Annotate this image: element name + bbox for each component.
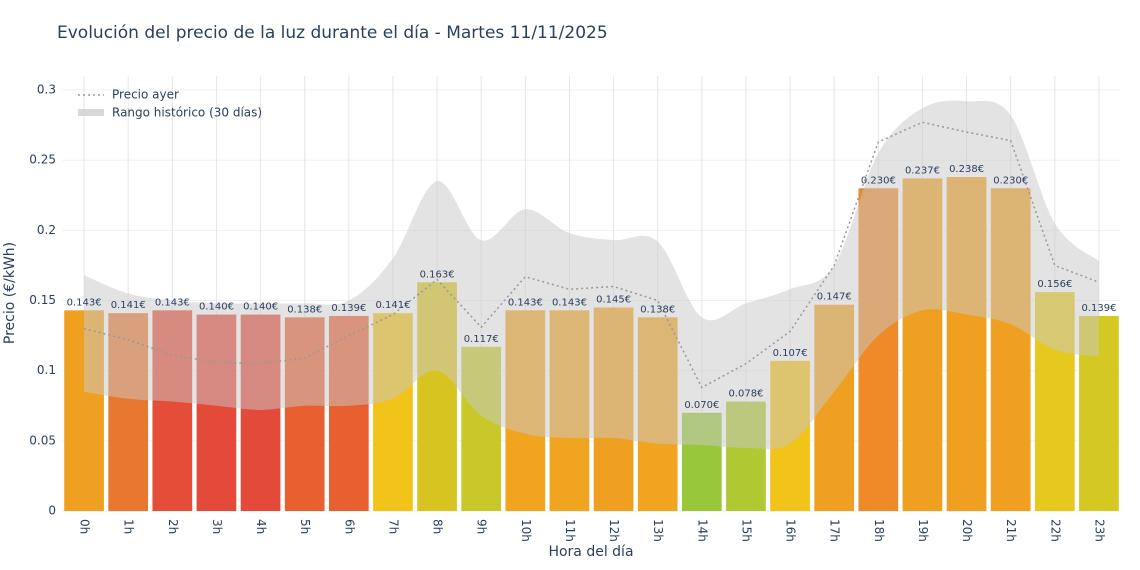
value-label: 0.138€	[287, 304, 322, 315]
legend-label: Rango histórico (30 días)	[112, 106, 262, 120]
value-label: 0.237€	[905, 165, 940, 176]
x-tick-label: 14h	[695, 519, 709, 542]
x-tick-label: 10h	[519, 519, 533, 542]
x-tick-label: 1h	[122, 519, 136, 534]
value-label: 0.070€	[684, 400, 719, 411]
y-tick-label: 0.05	[29, 433, 56, 447]
x-tick-label: 7h	[386, 519, 400, 534]
value-label: 0.117€	[464, 334, 499, 345]
historical-range	[84, 100, 1099, 450]
x-tick-label: 6h	[342, 519, 356, 534]
value-label: 0.143€	[552, 297, 587, 308]
x-tick-label: 5h	[298, 519, 312, 534]
y-axis-title: Precio (€/kWh)	[2, 242, 18, 344]
x-tick-label: 20h	[960, 519, 974, 542]
x-tick-label: 16h	[784, 519, 798, 542]
x-tick-label: 11h	[563, 519, 577, 542]
y-tick-label: 0.25	[29, 153, 56, 167]
y-tick-label: 0.2	[37, 223, 56, 237]
value-label: 0.078€	[728, 389, 763, 400]
value-label: 0.230€	[861, 175, 896, 186]
x-tick-label: 4h	[254, 519, 268, 534]
chart-title: Evolución del precio de la luz durante e…	[57, 23, 608, 43]
x-tick-label: 22h	[1048, 519, 1062, 542]
x-tick-label: 2h	[166, 519, 180, 534]
value-label: 0.163€	[420, 269, 455, 280]
x-tick-label: 17h	[828, 519, 842, 542]
value-label: 0.140€	[199, 302, 234, 313]
x-tick-label: 21h	[1004, 519, 1018, 542]
value-label: 0.145€	[596, 295, 631, 306]
value-label: 0.143€	[67, 297, 102, 308]
x-tick-label: 0h	[78, 519, 92, 534]
value-label: 0.156€	[1037, 279, 1072, 290]
x-tick-label: 15h	[739, 519, 753, 542]
y-tick-label: 0.3	[37, 83, 56, 97]
x-axis-title: Hora del día	[548, 544, 633, 560]
value-label: 0.139€	[331, 303, 366, 314]
x-tick-label: 23h	[1092, 519, 1106, 542]
x-tick-label: 19h	[916, 519, 930, 542]
x-tick-label: 12h	[607, 519, 621, 542]
value-label: 0.230€	[993, 175, 1028, 186]
x-tick-label: 3h	[210, 519, 224, 534]
y-tick-label: 0.1	[37, 363, 56, 377]
value-label: 0.139€	[1081, 303, 1116, 314]
x-tick-label: 8h	[431, 519, 445, 534]
value-label: 0.143€	[508, 297, 543, 308]
value-label: 0.141€	[375, 300, 410, 311]
value-label: 0.140€	[243, 302, 278, 313]
y-tick-label: 0	[48, 504, 56, 518]
legend-label: Precio ayer	[112, 88, 179, 102]
x-tick-label: 9h	[475, 519, 489, 534]
legend-swatch	[78, 109, 104, 116]
y-tick-label: 0.15	[29, 293, 56, 307]
value-label: 0.147€	[817, 292, 852, 303]
value-label: 0.238€	[949, 164, 984, 175]
value-label: 0.138€	[640, 304, 675, 315]
value-label: 0.141€	[111, 300, 146, 311]
value-label: 0.107€	[773, 348, 808, 359]
x-tick-label: 18h	[872, 519, 886, 542]
value-label: 0.143€	[155, 297, 190, 308]
yesterday-line	[83, 121, 1100, 389]
x-tick-label: 13h	[651, 519, 665, 542]
